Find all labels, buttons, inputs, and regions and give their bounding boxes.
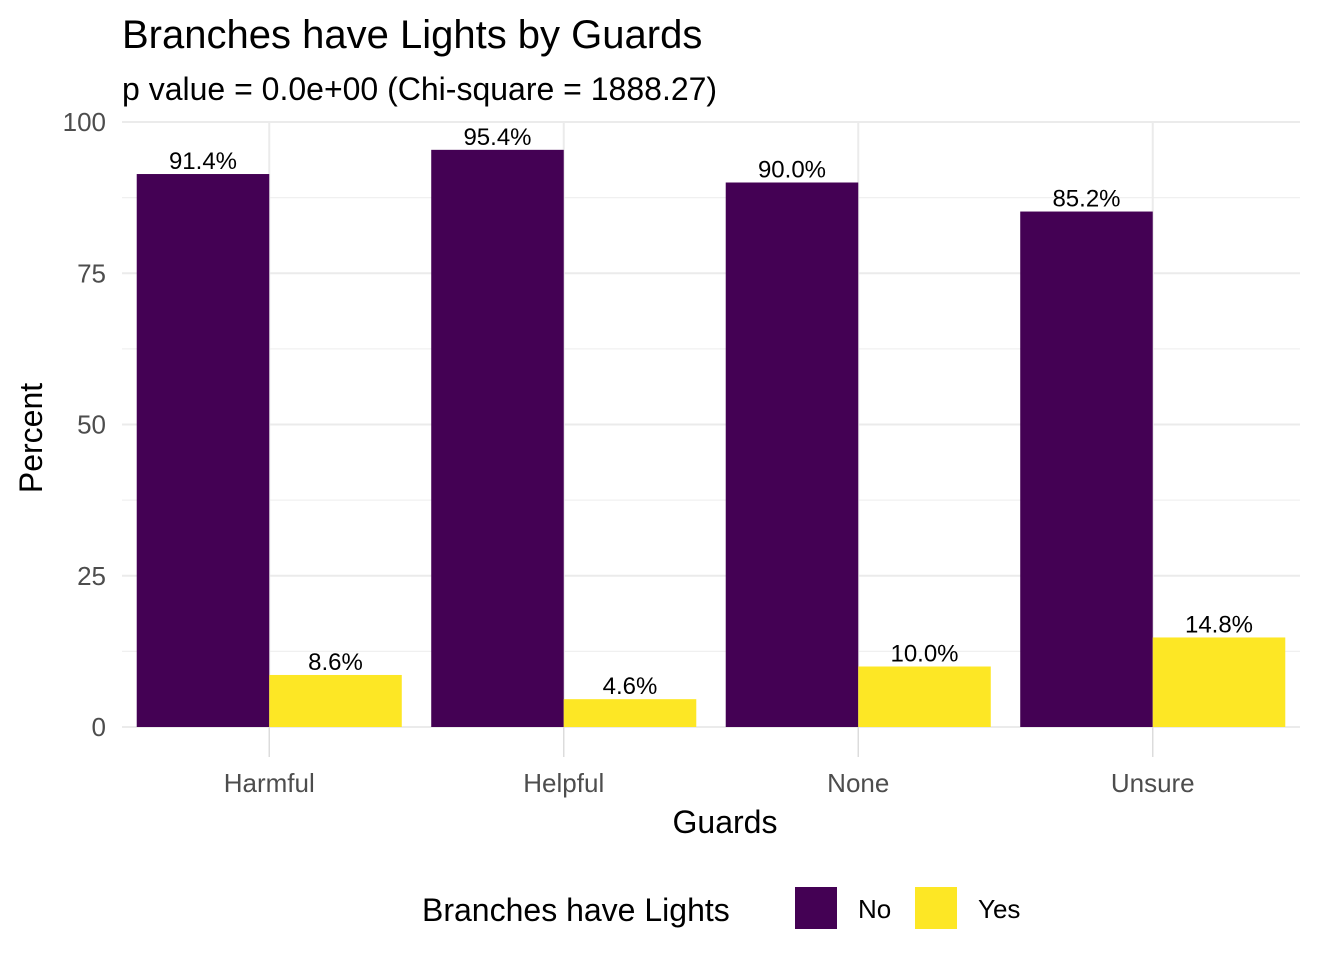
bar: [269, 674, 402, 727]
bar: [431, 149, 564, 727]
y-tick-label: 75: [77, 258, 106, 288]
bar: [1152, 637, 1286, 727]
legend: Branches have Lights No Yes: [422, 887, 1020, 929]
bar: [563, 699, 697, 727]
bar-value-label: 8.6%: [308, 649, 363, 676]
x-tick-label: Harmful: [224, 768, 315, 798]
x-axis-title: Guards: [673, 804, 778, 840]
bar: [725, 182, 859, 727]
x-axis-ticks: Harmful Helpful None Unsure: [224, 727, 1195, 798]
bar-value-label: 14.8%: [1185, 611, 1253, 638]
chart-subtitle: p value = 0.0e+00 (Chi-square = 1888.27): [122, 71, 717, 107]
bar-value-label: 90.0%: [758, 157, 826, 184]
x-tick-label: Unsure: [1111, 768, 1195, 798]
bar-value-label: 4.6%: [603, 673, 658, 700]
y-tick-label: 100: [63, 107, 106, 137]
legend-key-yes: [915, 887, 957, 929]
legend-label: No: [858, 894, 891, 924]
legend-title: Branches have Lights: [422, 892, 730, 928]
bar-labels: 91.4% 8.6% 95.4% 4.6% 90.0% 10.0% 85.2% 14.8%: [169, 124, 1253, 700]
bar: [858, 666, 991, 727]
bar: [136, 174, 270, 727]
x-tick-label: Helpful: [523, 768, 604, 798]
bar-value-label: 91.4%: [169, 148, 237, 175]
legend-key-no: [795, 887, 837, 929]
x-tick-label: None: [827, 768, 889, 798]
y-tick-label: 0: [92, 712, 106, 742]
y-axis-ticks: 0 25 50 75 100: [63, 107, 106, 742]
y-tick-label: 25: [77, 561, 106, 591]
bar-value-label: 10.0%: [890, 641, 958, 668]
chart-title: Branches have Lights by Guards: [122, 13, 702, 57]
bars: [136, 149, 1286, 728]
bar: [1020, 211, 1153, 728]
bar-value-label: 95.4%: [463, 124, 531, 151]
bar-value-label: 85.2%: [1052, 186, 1120, 213]
y-axis-title: Percent: [13, 383, 49, 493]
legend-label: Yes: [978, 894, 1020, 924]
y-tick-label: 50: [77, 410, 106, 440]
